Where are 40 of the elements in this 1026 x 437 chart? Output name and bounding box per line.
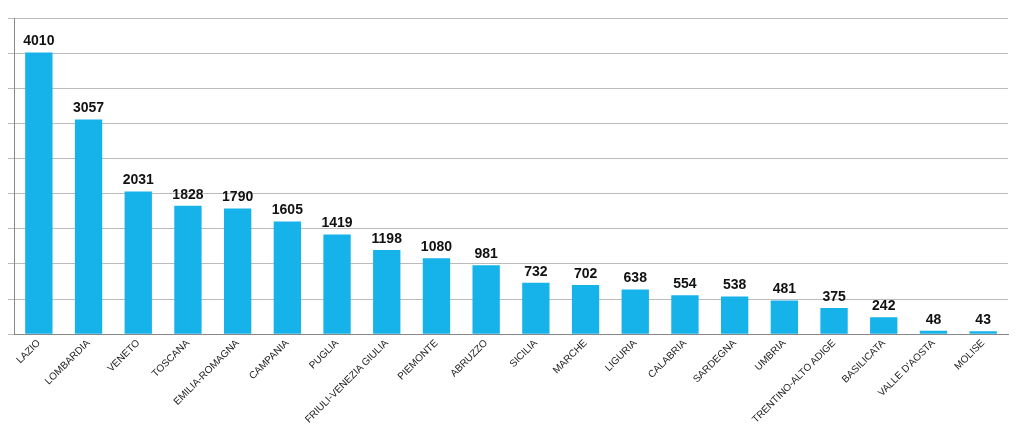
bar [522, 282, 550, 334]
data-label: 1419 [321, 214, 353, 231]
data-label: 4010 [23, 32, 55, 49]
data-label: 538 [722, 276, 747, 293]
bar [223, 208, 252, 334]
data-label: 2031 [122, 171, 155, 188]
data-label: 554 [673, 275, 697, 292]
data-label: 375 [822, 287, 846, 304]
data-label: 702 [573, 264, 598, 281]
bar [571, 284, 600, 334]
data-label: 242 [872, 297, 896, 314]
bar [74, 119, 103, 334]
bar [969, 331, 997, 334]
bar [25, 52, 53, 334]
data-label: 1080 [420, 238, 453, 255]
data-label: 1605 [271, 201, 304, 218]
data-label: 481 [772, 280, 797, 297]
data-label: 48 [925, 310, 942, 327]
bar [472, 265, 500, 334]
bar [273, 221, 302, 334]
data-label: 732 [524, 262, 548, 279]
bar [373, 250, 401, 334]
bar [919, 330, 948, 334]
bar [770, 300, 799, 334]
data-label: 1790 [222, 188, 254, 205]
data-label: 1828 [172, 185, 204, 202]
bar [720, 296, 749, 334]
data-label: 638 [623, 269, 648, 286]
data-label: 1198 [371, 229, 403, 246]
bar [870, 317, 898, 334]
bar [621, 289, 649, 334]
bar [820, 307, 848, 334]
data-label: 981 [474, 245, 499, 262]
bar [124, 191, 152, 334]
data-label: 43 [975, 311, 992, 328]
bar [671, 295, 699, 334]
data-label: 3057 [72, 99, 105, 116]
bar [422, 258, 451, 334]
bar [174, 205, 202, 334]
bar [323, 234, 351, 334]
